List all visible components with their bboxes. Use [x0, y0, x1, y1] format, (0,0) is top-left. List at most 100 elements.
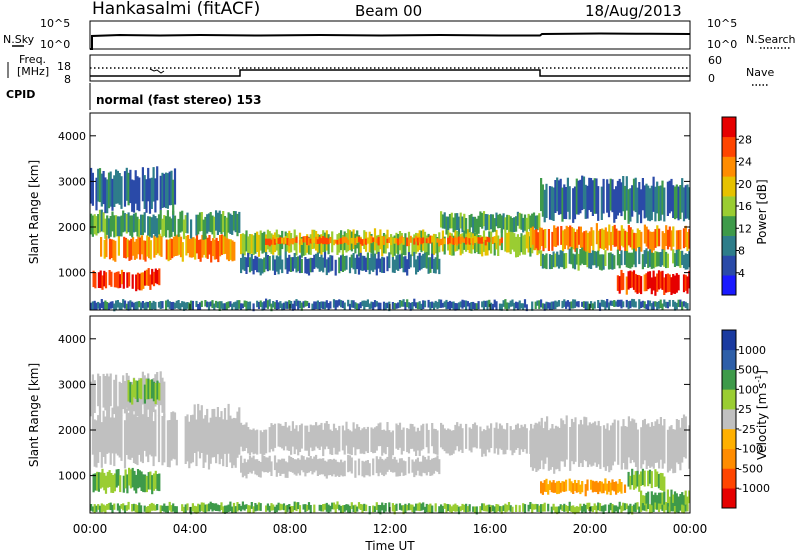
velocity-cell-10-246 [529, 502, 532, 510]
y-tick-label-1-0: 1000 [58, 470, 86, 483]
velocity-cell-6-17 [560, 418, 563, 462]
power-cell-8-21 [567, 227, 570, 250]
velocity-cell-5-27 [288, 455, 291, 472]
power-cell-4-39 [309, 234, 312, 255]
velocity-cell-4-95 [409, 423, 412, 449]
power-cell-3-12 [111, 178, 114, 211]
velocity-cell-6-35 [592, 422, 595, 466]
velocity-cell-10-268 [568, 501, 571, 511]
power-cell-9-19 [573, 254, 577, 270]
power-cell-12-72 [218, 301, 221, 311]
velocity-cell-7-3 [545, 478, 548, 492]
power-cell-6-15 [266, 255, 269, 272]
power-cell-12-71 [216, 301, 219, 309]
power-cell-5-59 [370, 235, 373, 244]
power-cell-10-25 [659, 271, 662, 289]
power-cell-9-77 [677, 249, 680, 267]
power-cell-5-16 [293, 238, 296, 243]
power-cell-12-64 [204, 300, 207, 307]
power-cell-8-22 [569, 225, 572, 247]
velocity-cell-7-42 [615, 481, 618, 495]
power-cell-11-21 [577, 180, 580, 215]
velocity-cell-4-99 [416, 427, 419, 451]
velocity-cell-4-0 [240, 422, 243, 447]
power-cell-4-51 [331, 231, 334, 253]
power-cell-5-39 [334, 239, 337, 244]
velocity-cell-10-101 [270, 503, 273, 511]
power-cell-5-98 [440, 239, 443, 246]
x-tick-label-1: 04:00 [173, 522, 208, 536]
velocity-cell-10-102 [272, 504, 275, 511]
power-cell-8-12 [551, 231, 554, 251]
velocity-cell-7-11 [559, 482, 562, 493]
velocity-cell-6-44 [608, 430, 611, 473]
power-cell-12-154 [365, 300, 368, 307]
velocity-cell-7-41 [613, 482, 616, 492]
power-cell-7-32 [497, 214, 500, 229]
velocity-cell-4-8 [254, 430, 257, 454]
power-cell-12-224 [490, 302, 493, 310]
power-cell-2-26 [136, 216, 139, 237]
power-cell-4-74 [372, 237, 375, 258]
power-cell-6-87 [395, 255, 398, 270]
power-cell-6-78 [379, 258, 382, 273]
power-cell-12-314 [650, 303, 653, 310]
power-cell-5-2 [268, 238, 271, 247]
power-cell-12-2 [93, 300, 96, 310]
velocity-cell-10-218 [479, 506, 482, 513]
power-cell-4-11 [259, 230, 262, 251]
velocity-cell-10-9 [106, 504, 109, 510]
velocity-cell-1-66 [207, 422, 211, 470]
velocity-cell-5-96 [411, 459, 414, 473]
velocity-cell-10-163 [381, 502, 384, 511]
velocity-cell-10-4 [97, 504, 100, 510]
power-cell-4-2 [243, 234, 246, 256]
power-cell-11-68 [661, 180, 664, 215]
power-cell-12-3 [95, 302, 98, 310]
power-cell-1-65 [215, 237, 218, 260]
power-cell-2-40 [161, 218, 164, 238]
velocity-cell-10-253 [541, 504, 544, 512]
velocity-cell-8-8 [641, 468, 644, 485]
velocity-cell-10-28 [140, 505, 143, 513]
power-cell-12-88 [247, 301, 250, 310]
power-cell-5-105 [452, 238, 455, 245]
velocity-cell-10-233 [506, 504, 509, 512]
power-cell-6-23 [281, 259, 284, 274]
velocity-cell-4-124 [461, 428, 464, 453]
freq-tick-low: 8 [64, 73, 71, 86]
velocity-cell-6-9 [546, 416, 549, 458]
velocity-cell-6-69 [652, 425, 655, 469]
power-cell-9-80 [682, 254, 686, 269]
velocity-cell-6-28 [579, 419, 582, 464]
power-cell-12-34 [150, 302, 153, 311]
power-cell-5-6 [275, 237, 278, 243]
velocity-cell-10-131 [323, 503, 327, 510]
power-cell-12-39 [159, 301, 162, 309]
power-cell-3-21 [127, 172, 130, 206]
power-cell-5-120 [479, 237, 482, 244]
power-cell-1-59 [204, 235, 207, 258]
velocity-cell-10-151 [359, 504, 362, 510]
velocity-cell-2-40 [161, 377, 164, 413]
velocity-cell-10-57 [191, 503, 194, 512]
velocity-cell-4-59 [345, 421, 348, 446]
power-cell-10-17 [645, 273, 648, 292]
velocity-cell-10-66 [207, 503, 211, 512]
power-cell-12-170 [393, 302, 396, 310]
power-cell-12-104 [275, 300, 278, 310]
power-cell-12-321 [663, 299, 666, 307]
velocity-cell-4-98 [415, 431, 418, 456]
power-cell-12-74 [222, 303, 225, 310]
velocity-cell-10-204 [454, 503, 457, 512]
power-cell-0-14 [117, 271, 120, 289]
power-cell-2-49 [177, 218, 180, 237]
velocity-cell-4-102 [422, 423, 425, 450]
velocity-cell-7-40 [611, 479, 614, 491]
power-cell-12-20 [125, 303, 128, 310]
velocity-cell-4-112 [440, 422, 443, 448]
velocity-cell-5-57 [341, 462, 344, 477]
power-cell-12-162 [379, 302, 382, 311]
velocity-cell-10-21 [127, 501, 130, 510]
velocity-cell-4-152 [511, 430, 514, 456]
